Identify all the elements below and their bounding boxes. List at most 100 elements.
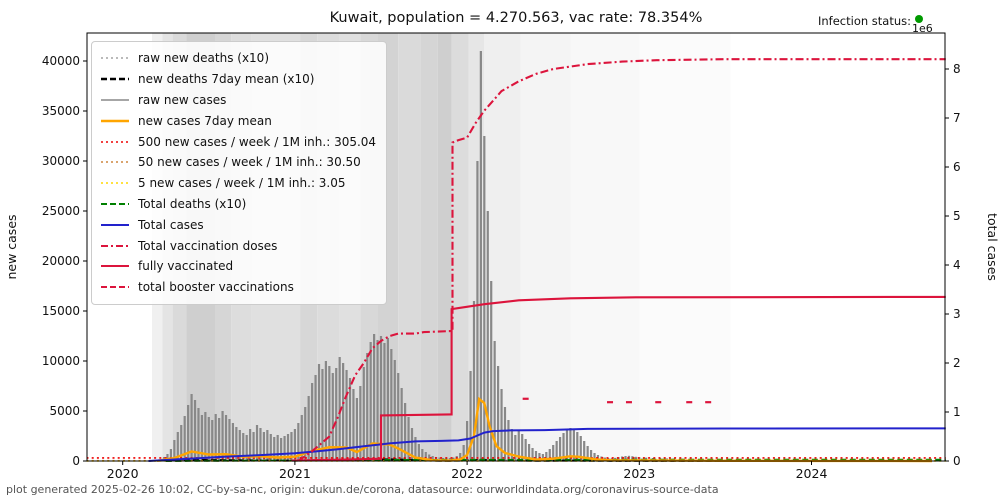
raw-new-cases-bar: [541, 454, 544, 461]
raw-new-cases-bar: [307, 396, 310, 461]
raw-new-cases-bar: [373, 334, 376, 461]
legend-label: raw new deaths (x10): [138, 51, 269, 66]
raw-new-cases-bar: [311, 383, 314, 461]
legend-marker: [101, 77, 129, 81]
raw-new-cases-bar: [620, 456, 624, 461]
raw-new-cases-bar: [479, 51, 482, 461]
raw-new-cases-bar: [283, 436, 286, 461]
legend-marker: [101, 286, 129, 289]
raw-new-cases-bar: [242, 433, 245, 461]
raw-new-cases-bar: [190, 394, 193, 461]
raw-new-cases-bar: [534, 451, 538, 461]
legend-item-10: fully vaccinated: [100, 256, 376, 277]
infection-status-label: Infection status:: [818, 14, 912, 28]
raw-new-cases-bar: [352, 389, 355, 461]
left-tick-label: 25000: [42, 204, 80, 218]
right-tick-label: 5: [953, 209, 961, 223]
raw-new-cases-bar: [404, 403, 407, 461]
raw-new-cases-bar: [390, 349, 393, 461]
left-tick-label: 20000: [42, 254, 80, 268]
raw-new-cases-bar: [324, 361, 327, 461]
raw-new-cases-bar: [273, 437, 276, 461]
raw-new-cases-bar: [366, 353, 369, 461]
background-band: [451, 33, 469, 461]
raw-new-cases-bar: [235, 427, 238, 461]
raw-new-cases-bar: [249, 429, 252, 461]
raw-new-cases-bar: [555, 441, 558, 461]
raw-new-cases-bar: [503, 407, 507, 461]
legend-marker: [101, 182, 129, 184]
legend-label: 5 new cases / week / 1M inh.: 3.05: [138, 176, 346, 191]
legend-label: fully vaccinated: [138, 259, 234, 274]
raw-new-cases-bar: [459, 453, 462, 461]
legend-label: new deaths 7day mean (x10): [138, 72, 315, 87]
raw-new-cases-bar: [314, 375, 317, 461]
raw-new-cases-bar: [224, 415, 228, 461]
raw-new-cases-bar: [617, 457, 620, 461]
x-tick-label: 2020: [107, 466, 139, 481]
raw-new-cases-bar: [421, 449, 424, 461]
raw-new-cases-bar: [193, 400, 197, 461]
raw-new-cases-bar: [200, 415, 204, 461]
raw-new-cases-bar: [428, 454, 431, 461]
raw-new-cases-bar: [572, 429, 575, 461]
raw-new-cases-bar: [238, 430, 241, 461]
background-band: [398, 33, 421, 461]
legend-item-3: new cases 7day mean: [100, 110, 376, 131]
raw-new-cases-bar: [631, 456, 634, 461]
raw-new-cases-bar: [397, 373, 400, 461]
raw-new-cases-bar: [228, 419, 231, 461]
raw-new-cases-bar: [252, 432, 255, 461]
raw-new-cases-bar: [269, 434, 272, 461]
raw-new-cases-bar: [524, 439, 527, 461]
raw-new-cases-bar: [531, 448, 534, 461]
x-tick-label: 2021: [279, 466, 311, 481]
legend-marker: [101, 265, 129, 268]
raw-new-cases-bar: [221, 411, 224, 461]
raw-new-cases-bar: [496, 366, 500, 461]
raw-new-cases-bar: [558, 437, 562, 461]
left-tick-label: 10000: [42, 354, 80, 368]
raw-new-cases-bar: [173, 440, 176, 461]
raw-new-cases-bar: [514, 435, 517, 461]
background-band: [420, 33, 438, 461]
raw-new-cases-bar: [462, 445, 465, 461]
right-tick-label: 0: [953, 454, 961, 468]
right-tick-label: 6: [953, 160, 961, 174]
line-total-cases: [148, 427, 946, 462]
raw-new-cases-bar: [469, 371, 472, 461]
background-band: [639, 33, 731, 461]
raw-new-cases-bar: [187, 405, 190, 461]
legend-marker: [101, 223, 129, 226]
raw-new-cases-bar: [166, 454, 169, 461]
raw-new-cases-bar: [204, 412, 207, 461]
right-axis-label: total cases: [985, 213, 1000, 281]
raw-new-cases-bar: [510, 429, 513, 461]
raw-new-cases-bar: [293, 429, 296, 461]
plot-frame: [86, 32, 946, 462]
legend-item-4: 500 new cases / week / 1M inh.: 305.04: [100, 131, 376, 152]
right-tick-label: 4: [953, 258, 961, 272]
legend-item-7: Total deaths (x10): [100, 194, 376, 215]
legend-label: raw new cases: [138, 92, 227, 107]
raw-new-cases-bar: [424, 452, 427, 461]
right-tick-label: 8: [953, 62, 961, 76]
legend-label: Total vaccination doses: [138, 238, 278, 253]
raw-new-cases-bar: [476, 161, 479, 461]
raw-new-cases-bar: [259, 428, 262, 461]
raw-new-cases-bar: [579, 436, 582, 461]
raw-new-cases-bar: [342, 363, 345, 461]
legend-marker: [101, 57, 129, 60]
legend-marker: [101, 202, 129, 205]
raw-new-cases-bar: [345, 370, 348, 461]
raw-new-cases-bar: [169, 449, 173, 461]
raw-new-cases-bar: [624, 456, 627, 461]
raw-new-cases-bar: [197, 408, 200, 461]
raw-new-cases-bar: [400, 388, 403, 461]
raw-new-cases-bar: [362, 367, 365, 461]
legend-item-2: raw new cases: [100, 90, 376, 111]
raw-new-cases-bar: [466, 421, 469, 461]
legend-item-1: new deaths 7day mean (x10): [100, 69, 376, 90]
raw-new-cases-bar: [486, 211, 489, 461]
